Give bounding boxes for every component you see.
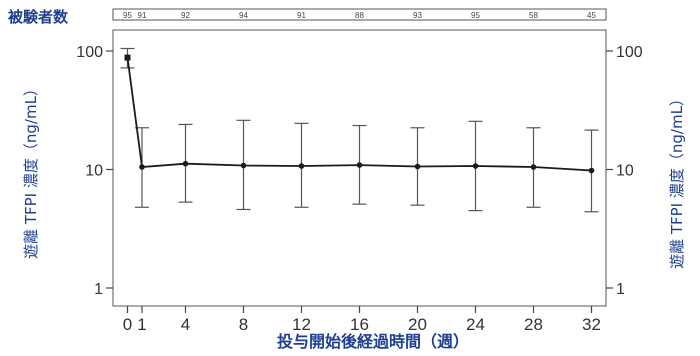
data-point	[530, 164, 537, 170]
y-tick-label-left: 100	[76, 44, 103, 61]
subjects-count: 94	[239, 11, 248, 20]
y-tick-label-right: 10	[616, 163, 634, 180]
data-point	[472, 163, 479, 169]
data-point	[588, 167, 595, 174]
subjects-count: 91	[297, 11, 306, 20]
x-tick-label: 12	[292, 315, 311, 334]
data-point	[139, 164, 145, 170]
x-tick-label: 16	[350, 315, 369, 334]
subjects-count: 95	[471, 11, 480, 20]
subjects-strip	[112, 8, 607, 21]
y-tick-label-left: 10	[85, 163, 103, 180]
y-axis-label-right: 遊離 TFPI 濃度（ng/mL）	[668, 91, 686, 269]
data-point	[240, 162, 247, 169]
x-axis-label: 投与開始後経過時間（週）	[277, 332, 469, 351]
x-tick-label: 24	[466, 315, 485, 334]
data-point	[182, 160, 189, 167]
x-tick-label: 28	[524, 315, 543, 334]
y-axis-left: 1 10 100	[76, 44, 113, 298]
y-tick-label-right: 100	[616, 44, 643, 61]
x-tick-label: 0	[123, 315, 132, 334]
x-tick-label: 20	[408, 315, 427, 334]
data-point	[124, 54, 131, 61]
subjects-count: 93	[413, 11, 422, 20]
y-axis-label-left: 遊離 TFPI 濃度（ng/mL）	[22, 81, 40, 259]
subjects-count: 58	[529, 11, 538, 20]
y-tick-label-left: 1	[94, 281, 103, 298]
x-axis: 0 1 4 8 12 16 20 24 28 32	[123, 306, 601, 334]
x-tick-label: 1	[137, 315, 146, 334]
data-points	[124, 54, 595, 174]
subjects-count: 91	[138, 11, 147, 20]
data-point	[298, 163, 305, 169]
subjects-count: 92	[181, 11, 190, 20]
y-axis-right: 1 10 100	[606, 44, 643, 298]
subjects-count: 88	[355, 11, 364, 20]
subjects-count: 45	[587, 11, 596, 20]
x-tick-label: 4	[181, 315, 190, 334]
subjects-label: 被験者数	[8, 8, 69, 26]
x-tick-label: 32	[582, 315, 601, 334]
y-tick-label-right: 1	[616, 281, 625, 298]
series-line	[126, 57, 592, 172]
data-point	[414, 163, 421, 170]
subjects-count: 95	[123, 11, 132, 20]
x-tick-label: 8	[239, 315, 248, 334]
subjects-counts: 95 91 92 94 91 88 93 95 58 45	[123, 11, 596, 20]
data-point	[356, 162, 363, 168]
